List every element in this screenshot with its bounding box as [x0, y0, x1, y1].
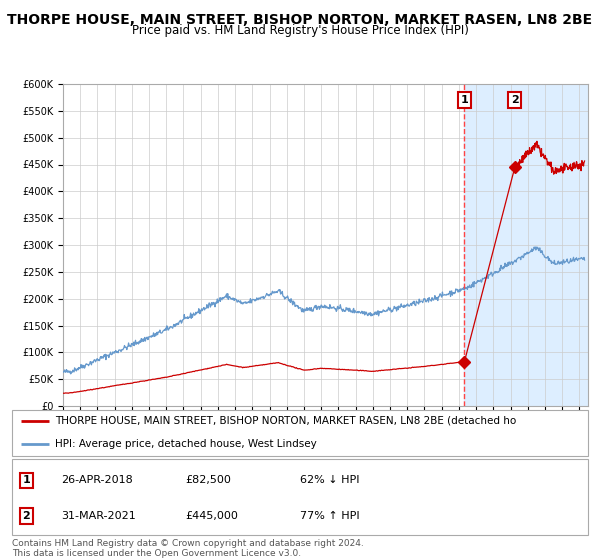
Text: 1: 1: [461, 95, 468, 105]
Text: THORPE HOUSE, MAIN STREET, BISHOP NORTON, MARKET RASEN, LN8 2BE: THORPE HOUSE, MAIN STREET, BISHOP NORTON…: [7, 13, 593, 27]
Text: Price paid vs. HM Land Registry's House Price Index (HPI): Price paid vs. HM Land Registry's House …: [131, 24, 469, 37]
Text: 62% ↓ HPI: 62% ↓ HPI: [300, 475, 359, 486]
Text: THORPE HOUSE, MAIN STREET, BISHOP NORTON, MARKET RASEN, LN8 2BE (detached ho: THORPE HOUSE, MAIN STREET, BISHOP NORTON…: [55, 416, 517, 426]
Text: HPI: Average price, detached house, West Lindsey: HPI: Average price, detached house, West…: [55, 438, 317, 449]
FancyBboxPatch shape: [12, 459, 588, 535]
Text: 26-APR-2018: 26-APR-2018: [61, 475, 133, 486]
Text: 31-MAR-2021: 31-MAR-2021: [61, 511, 136, 521]
Text: 1: 1: [23, 475, 30, 486]
Text: 77% ↑ HPI: 77% ↑ HPI: [300, 511, 359, 521]
Text: £82,500: £82,500: [185, 475, 230, 486]
Text: £445,000: £445,000: [185, 511, 238, 521]
Text: Contains HM Land Registry data © Crown copyright and database right 2024.
This d: Contains HM Land Registry data © Crown c…: [12, 539, 364, 558]
Text: 2: 2: [511, 95, 519, 105]
Bar: [464, 84, 588, 406]
Text: 2: 2: [23, 511, 30, 521]
FancyBboxPatch shape: [12, 410, 588, 456]
